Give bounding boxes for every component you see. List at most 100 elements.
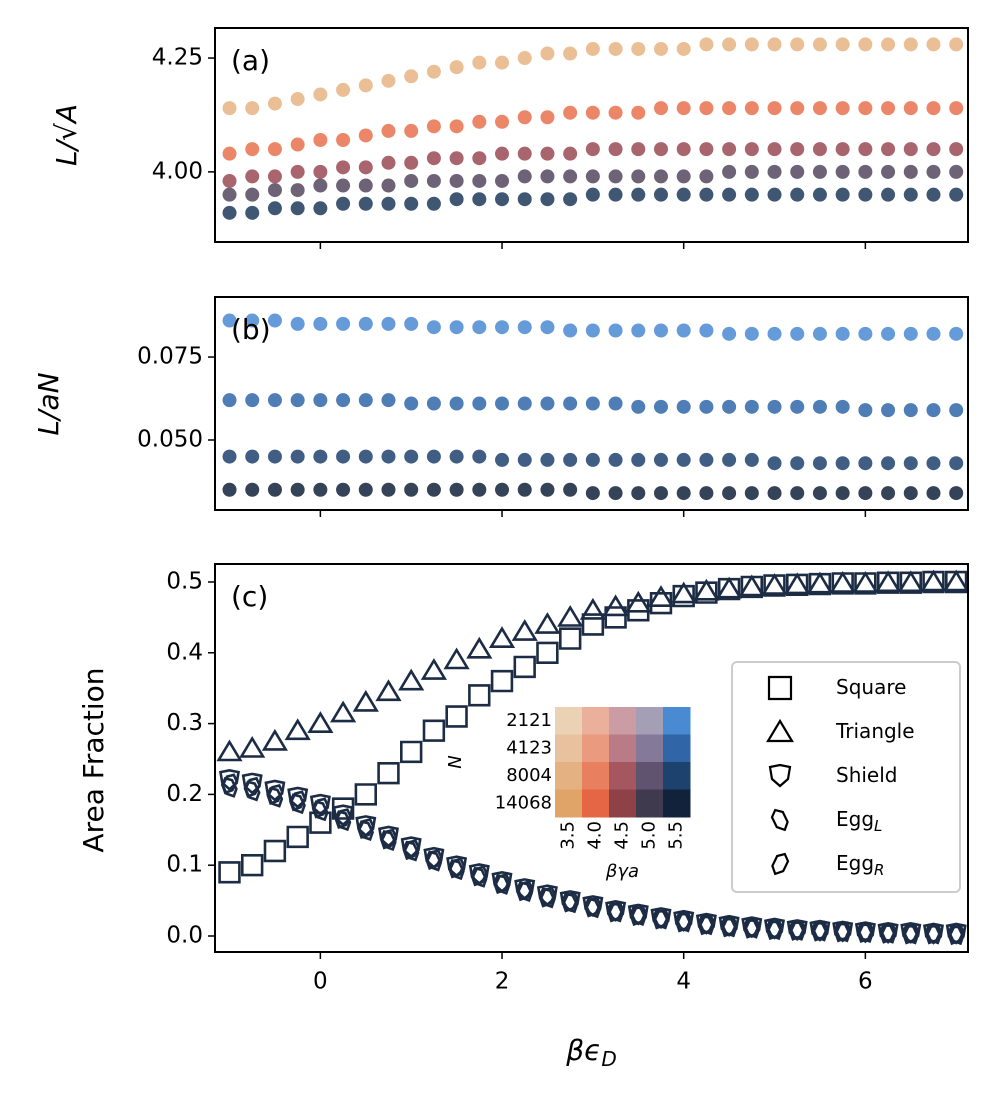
dot [563,169,578,184]
inset-xlabel: βγa [605,861,639,882]
dot [495,192,510,207]
dot [926,326,941,341]
dot [495,146,510,161]
marker [516,880,534,902]
dot [767,486,782,501]
dot [267,142,282,157]
dot [404,173,419,188]
dot [767,142,782,157]
marker [670,581,697,604]
dot [313,316,328,331]
dot [540,169,555,184]
dot [313,201,328,216]
dot [949,456,964,471]
dot [426,482,441,497]
dot [290,449,305,464]
dot [222,449,237,464]
dot [903,326,918,341]
dot [653,142,668,157]
panel-label: (a) [231,44,270,77]
dot [767,456,782,471]
x-tick-label: 4 [676,969,691,995]
dot [404,396,419,411]
marker [675,911,693,933]
marker [740,575,764,599]
dot [949,187,964,202]
marker [425,849,443,871]
marker [448,857,466,879]
dot [608,105,623,120]
dot [949,403,964,418]
marker [944,570,968,594]
dot [903,187,918,202]
dot [267,313,282,328]
dot [517,452,532,467]
dot [404,155,419,170]
dot [790,164,805,179]
dot [926,101,941,116]
dot [313,164,328,179]
y-tick-label: 0.4 [166,639,203,665]
dot [767,164,782,179]
dot [222,146,237,161]
colormap-cell [663,734,691,763]
dot [767,187,782,202]
dot [699,169,714,184]
marker [488,626,516,649]
dot [472,114,487,129]
marker [261,728,288,751]
dot [449,320,464,335]
marker [263,839,287,863]
marker [854,572,877,595]
dot [722,101,737,116]
y-tick-label: 4.25 [152,45,203,71]
axes-frame [214,27,969,243]
marker [493,873,511,895]
x-tick-label: 0 [313,969,328,995]
dot [517,51,532,66]
marker [925,923,943,945]
colormap-cell [555,734,583,763]
dot [631,105,646,120]
dot [358,128,373,143]
dot [926,37,941,52]
dot [267,393,282,408]
dot [608,486,623,501]
dot [517,396,532,411]
dot [585,396,600,411]
marker [216,739,243,762]
marker [379,829,397,851]
marker [221,773,239,795]
marker [811,920,829,942]
colormap-cell [555,789,583,818]
plot-area [222,313,964,501]
dot [426,449,441,464]
marker [513,655,536,679]
dot [676,452,691,467]
marker [879,922,897,944]
dot [926,456,941,471]
dot [881,142,896,157]
dot [653,486,668,501]
marker [808,572,832,596]
marker [312,797,330,819]
y-axis-label: L/aN [32,372,65,435]
dot [767,326,782,341]
dot [790,456,805,471]
dot [517,192,532,207]
dot [812,187,827,202]
dot [495,320,510,335]
legend-name: Egg [836,851,874,875]
marker [538,887,556,909]
dot [676,323,691,338]
dot [790,37,805,52]
marker [447,858,465,881]
legend-sub: R [874,861,884,879]
dot [495,482,510,497]
dot [949,37,964,52]
dot [336,482,351,497]
dot [631,41,646,56]
dot [881,456,896,471]
dot [381,73,396,88]
dot [835,456,850,471]
